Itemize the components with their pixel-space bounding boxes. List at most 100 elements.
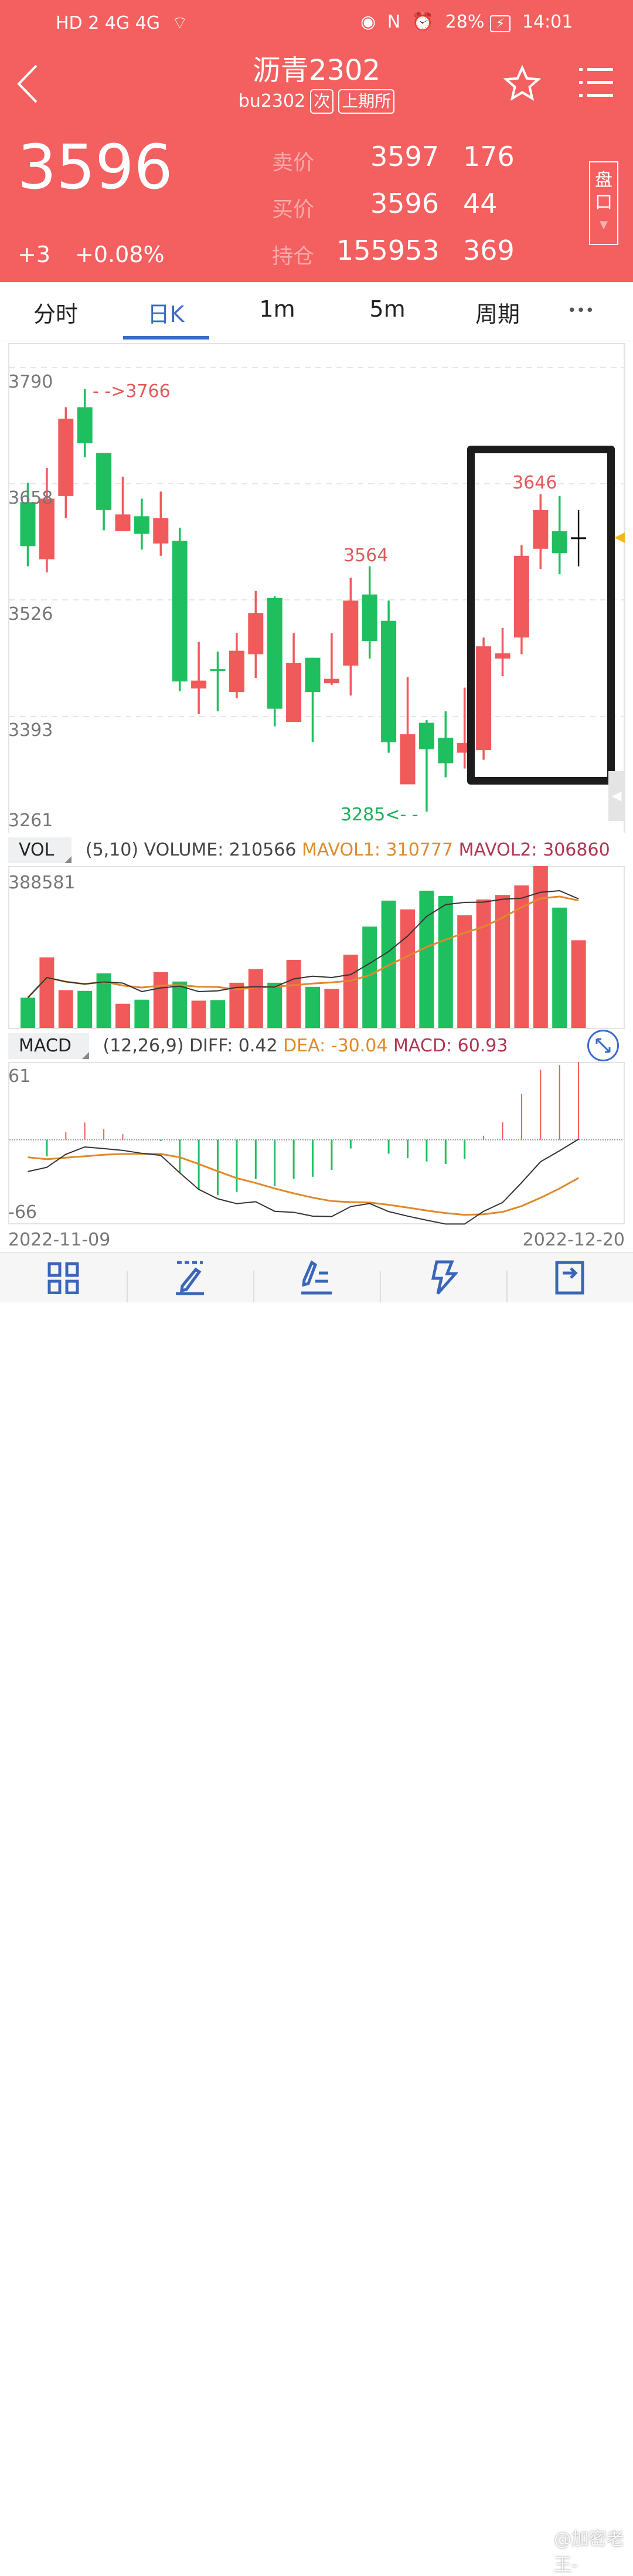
divider xyxy=(380,1271,381,1302)
bid-price: 3596 xyxy=(370,188,440,219)
candle-body xyxy=(20,502,36,547)
layout-button[interactable] xyxy=(0,1253,127,1302)
tab-period[interactable]: 周期 xyxy=(475,301,520,327)
macd-indicator-selector[interactable]: MACD xyxy=(8,1033,89,1059)
local-high-annotation: 3646 xyxy=(512,473,557,493)
open-interest-change: 369 xyxy=(463,235,515,266)
macd-max-label: 61 xyxy=(8,1066,31,1087)
candle-body xyxy=(191,680,207,689)
y-tick-label: 3658 xyxy=(8,488,53,508)
volume-bar xyxy=(438,895,453,1028)
back-button[interactable] xyxy=(15,63,39,107)
vol-indicator-selector[interactable]: VOL xyxy=(8,837,72,863)
bid-label: 买价 xyxy=(272,198,315,222)
volume-bar xyxy=(153,972,168,1028)
candle-body xyxy=(58,418,74,496)
star-icon xyxy=(503,65,542,101)
candlestick-chart[interactable] xyxy=(0,0,633,839)
candle-body xyxy=(400,734,416,785)
volume-bar xyxy=(134,999,149,1028)
macd-min-label: -66 xyxy=(8,1202,37,1223)
volume-chart xyxy=(21,866,586,1028)
candle-body xyxy=(115,514,131,531)
status-bar-left: HD 2 4G 4G ⌔ xyxy=(56,12,194,34)
tab-1m[interactable]: 1m xyxy=(259,296,295,322)
edit-list-icon xyxy=(301,1260,332,1295)
contract-subtitle: bu2302 次上期所 xyxy=(0,89,633,114)
bottom-toolbar: @加密老王- xyxy=(0,1252,633,2575)
price-change-percent: +0.08% xyxy=(75,242,165,267)
tab-daily-k[interactable]: 日K xyxy=(147,301,185,327)
vol-value: VOLUME: 210566 xyxy=(144,840,297,860)
candle-body xyxy=(172,541,188,682)
network-status-icons: HD 2 4G 4G xyxy=(56,13,161,33)
vol-header: VOL (5,10) VOLUME: 210566 MAVOL1: 310777… xyxy=(8,837,633,863)
order-book-label-1: 盘 xyxy=(595,170,612,191)
volume-bar xyxy=(39,957,55,1028)
price-change: +3 xyxy=(18,242,51,267)
volume-bar xyxy=(286,959,301,1028)
divider xyxy=(127,1271,128,1302)
volume-bar xyxy=(400,909,415,1028)
list-menu-icon xyxy=(579,68,613,97)
quote-header: HD 2 4G 4G ⌔ ◉ N ⏰ 28% ⚡ 14:01 沥青2302 bu… xyxy=(0,0,633,282)
watermark: @加密老王- xyxy=(554,2529,624,2575)
eye-icon: ◉ xyxy=(360,12,376,32)
volume-bar xyxy=(533,866,548,1028)
macd-value: MACD: 60.93 xyxy=(393,1036,508,1056)
candle-body xyxy=(39,498,55,559)
y-tick-label: 3526 xyxy=(8,604,53,625)
x-start-date: 2022-11-09 xyxy=(8,1230,111,1250)
collapse-panel-tab[interactable]: ◀ xyxy=(608,771,625,821)
order-book-label-2: 口 xyxy=(595,192,612,213)
x-end-date: 2022-12-20 xyxy=(522,1230,625,1250)
page-title: 沥青2302 xyxy=(252,54,381,87)
alarm-icon: ⏰ xyxy=(411,12,434,32)
candle-body xyxy=(418,722,434,749)
order-book-toggle[interactable]: 盘 口 ▼ xyxy=(589,161,618,245)
candle-body xyxy=(533,510,549,549)
lightning-icon xyxy=(431,1260,458,1295)
volume-bar xyxy=(191,1000,206,1028)
expand-arrows-icon xyxy=(595,1038,611,1053)
candle-body xyxy=(248,613,264,654)
macd-panel xyxy=(8,1062,625,1224)
tab-more[interactable]: ••• xyxy=(567,302,594,320)
macd-chart xyxy=(9,1062,624,1225)
active-tab-indicator xyxy=(123,336,209,340)
candle-body xyxy=(552,531,567,554)
candle-body xyxy=(153,518,169,544)
clock: 14:01 xyxy=(522,12,573,32)
candle-body xyxy=(324,678,339,684)
status-bar-right: ◉ N ⏰ 28% ⚡ 14:01 xyxy=(360,12,573,32)
candle-body xyxy=(381,620,397,742)
candle-body xyxy=(513,555,529,638)
divider xyxy=(506,1271,508,1302)
volume-bar xyxy=(267,982,283,1028)
volume-bar xyxy=(58,990,73,1028)
draw-line-button[interactable] xyxy=(127,1253,253,1302)
tab-intraday[interactable]: 分时 xyxy=(33,301,78,327)
y-tick-label: 3393 xyxy=(8,720,53,741)
wifi-icon: ⌔ xyxy=(171,13,188,33)
volume-max-label: 388581 xyxy=(8,873,76,893)
candle-body xyxy=(362,594,377,642)
dea-line xyxy=(28,1152,579,1216)
fullscreen-button[interactable] xyxy=(587,1030,619,1061)
volume-bar xyxy=(115,1003,130,1028)
volume-bar xyxy=(248,969,263,1028)
volume-bar xyxy=(343,954,358,1028)
y-tick-label: 3261 xyxy=(8,810,53,831)
favorite-button[interactable] xyxy=(503,65,542,106)
switch-contract-button[interactable] xyxy=(506,1253,633,1302)
volume-bar xyxy=(305,986,320,1028)
bid-volume: 44 xyxy=(463,188,498,219)
tab-5m[interactable]: 5m xyxy=(369,296,406,322)
notes-button[interactable] xyxy=(253,1253,380,1302)
quick-trade-button[interactable] xyxy=(380,1253,506,1302)
candle-body xyxy=(134,516,149,534)
candle-body xyxy=(476,646,492,751)
menu-button[interactable] xyxy=(579,66,614,102)
open-interest-label: 持仓 xyxy=(272,245,315,269)
highlight-box xyxy=(467,446,615,785)
